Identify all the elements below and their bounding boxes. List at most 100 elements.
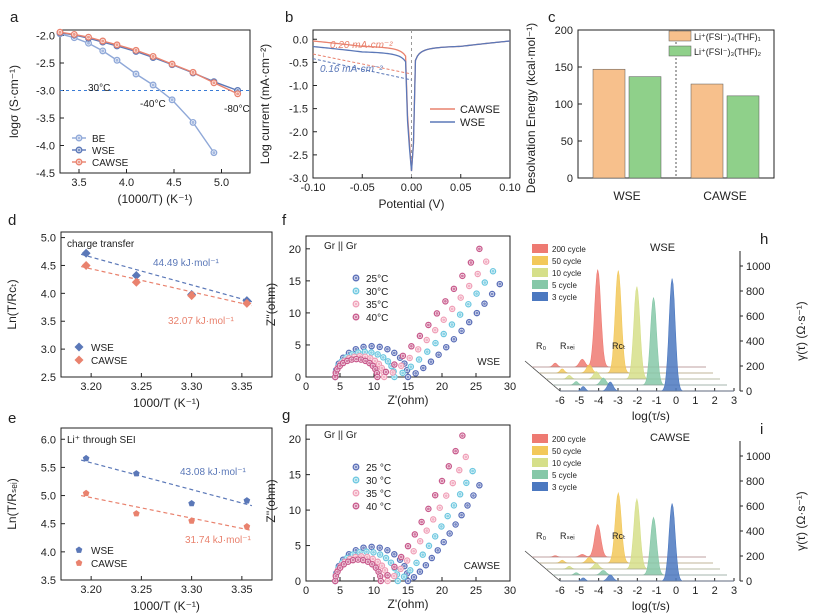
data-point-dot	[370, 562, 374, 566]
data-point-dot	[212, 81, 216, 85]
x-tick-label: -2	[632, 395, 642, 407]
depth-axis	[524, 550, 561, 582]
data-point-dot	[437, 353, 441, 357]
panel-letter-e: e	[8, 410, 16, 427]
data-point-dot	[376, 352, 380, 356]
legend-label: 50 cycle	[552, 257, 582, 266]
data-point	[243, 497, 251, 504]
data-point-dot	[364, 359, 367, 363]
data-point-dot	[417, 358, 421, 361]
legend-label: CAWSE	[91, 559, 128, 570]
peak-label-r0: R₀	[536, 531, 546, 541]
data-point-dot	[452, 337, 456, 341]
data-point-dot	[333, 579, 337, 583]
x-tick-label: 0.05	[450, 182, 471, 194]
y-tick-label: 4.5	[41, 519, 56, 531]
legend-label: 40 °C	[366, 502, 391, 513]
data-point-dot	[498, 282, 502, 286]
y-axis-label: -Z''(ohm)	[264, 479, 278, 526]
data-point-dot	[469, 261, 473, 264]
legend-label: 25°C	[366, 274, 388, 285]
x-tick-label: 10	[368, 585, 380, 597]
data-point-dot	[375, 375, 379, 379]
x-tick-label: -3	[613, 395, 623, 407]
data-point-dot	[415, 561, 418, 565]
x-axis-label: Z'(ohm)	[388, 393, 429, 407]
y-tick-label: 0	[295, 576, 301, 588]
data-point-dot	[402, 564, 406, 568]
x-tick-label: 25	[470, 381, 482, 393]
legend-marker-dot	[77, 160, 81, 164]
z-tick-label: 1000	[746, 451, 770, 463]
plot-frame	[60, 231, 273, 378]
y-tick-label: 0	[295, 372, 301, 384]
data-point-dot	[378, 574, 382, 578]
data-point-dot	[464, 481, 468, 485]
data-point-dot	[385, 347, 389, 351]
data-point-dot	[370, 344, 374, 348]
data-point-dot	[483, 281, 487, 284]
data-point-dot	[401, 371, 405, 375]
data-point-dot	[471, 469, 475, 473]
legend-label: 3 cycle	[552, 293, 577, 302]
x-axis-label: (1000/T) (K⁻¹)	[117, 192, 192, 206]
data-point-dot	[425, 350, 429, 354]
data-point-dot	[392, 375, 396, 379]
legend-marker-dot	[77, 136, 81, 140]
data-point-dot	[475, 311, 479, 315]
data-point-dot	[405, 571, 409, 575]
z-tick-label: 0	[746, 576, 752, 588]
data-point	[188, 517, 195, 524]
legend-label: 30°C	[366, 287, 388, 298]
data-point-dot	[341, 361, 345, 365]
drt-curve-4	[560, 278, 734, 392]
x-tick-label: -5	[574, 395, 584, 407]
legend-marker-dot	[354, 504, 358, 508]
y-tick-label: -4.0	[36, 141, 55, 153]
panel-letter-d: d	[8, 212, 16, 229]
z-tick-label: 400	[746, 336, 764, 348]
data-point-dot	[356, 558, 360, 562]
data-point-dot	[458, 313, 462, 317]
x-tick-label: 10	[368, 381, 380, 393]
data-point-dot	[435, 311, 439, 315]
y-tick-label: 5.0	[41, 233, 56, 245]
data-point-dot	[375, 371, 379, 375]
data-point-dot	[358, 550, 361, 554]
fit-line-CAWSE	[80, 494, 253, 532]
data-point-dot	[392, 363, 396, 366]
legend-marker	[74, 342, 84, 352]
legend-label: CAWSE	[460, 104, 500, 116]
legend-marker	[74, 355, 84, 365]
x-tick-label: 15	[402, 381, 414, 393]
legend-swatch	[532, 434, 548, 443]
data-point-dot	[459, 296, 463, 300]
data-point-dot	[438, 506, 442, 510]
data-point-dot	[458, 492, 462, 496]
y-tick-label: 100	[555, 99, 573, 111]
fit-line-WSE	[80, 459, 253, 507]
data-point	[188, 499, 195, 507]
data-point-dot	[170, 62, 174, 66]
data-point-dot	[427, 544, 431, 548]
legend-label: 35 °C	[366, 489, 391, 500]
data-point-dot	[384, 370, 388, 374]
peak-label-rsei: Rₛₑᵢ	[560, 341, 575, 351]
data-point-dot	[412, 575, 416, 579]
data-point-dot	[377, 570, 380, 574]
x-tick-label: 3.35	[231, 381, 252, 393]
data-point-dot	[379, 579, 383, 583]
legend-label: Li⁺(FSI⁻)₄(THF)₁	[694, 32, 761, 42]
y-tick-label: -2.5	[36, 58, 55, 70]
category-label: WSE	[613, 189, 640, 203]
data-point-dot	[376, 560, 380, 564]
x-tick-label: 3.5	[71, 177, 86, 189]
panel-letter-f: f	[282, 212, 287, 229]
data-point-dot	[191, 70, 195, 74]
legend-swatch	[532, 244, 548, 253]
data-point-dot	[460, 434, 464, 438]
data-point-dot	[408, 356, 412, 360]
data-point-dot	[443, 299, 447, 303]
y-tick-label: -1.5	[289, 104, 308, 116]
data-point-dot	[115, 43, 119, 47]
